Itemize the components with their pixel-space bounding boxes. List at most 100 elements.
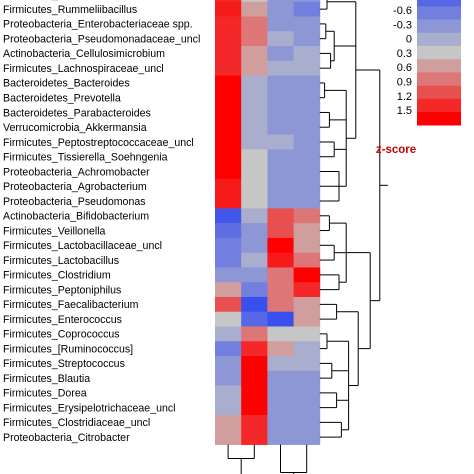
heatmap-cell xyxy=(215,237,242,254)
heatmap-cell xyxy=(241,193,268,209)
heatmap-cell xyxy=(215,429,242,445)
heatmap-cell xyxy=(241,119,268,135)
row-label: Firmicutes_Lachnospiraceae_uncl xyxy=(3,63,164,75)
heatmap-cells xyxy=(215,0,321,445)
heatmap-cell xyxy=(215,326,242,342)
row-label: Firmicutes_Clostridium xyxy=(3,270,111,282)
heatmap-cell xyxy=(267,267,294,283)
row-label: Firmicutes_Lactobacillaceae_uncl xyxy=(3,240,162,252)
heatmap-cell xyxy=(293,415,321,431)
legend-swatch xyxy=(417,46,461,60)
heatmap-cell xyxy=(241,296,268,313)
heatmap-cell xyxy=(241,31,268,47)
heatmap-cell xyxy=(267,178,294,195)
heatmap-cell xyxy=(241,370,268,386)
row-label: Firmicutes_Enterococcus xyxy=(3,314,122,326)
heatmap-cell xyxy=(215,341,242,357)
heatmap-cell xyxy=(293,164,321,180)
heatmap-cell xyxy=(267,385,294,401)
heatmap-cell xyxy=(293,0,321,3)
heatmap-cell xyxy=(267,119,294,135)
heatmap-cell xyxy=(241,164,268,180)
heatmap-cell xyxy=(241,385,268,401)
heatmap-cell xyxy=(215,164,242,180)
heatmap-cell xyxy=(241,16,268,32)
row-label: Bacteroidetes_Bacteroides xyxy=(3,78,130,90)
heatmap-cell xyxy=(215,385,242,401)
heatmap-cell xyxy=(293,134,321,150)
heatmap-cell xyxy=(241,356,268,372)
heatmap-cell xyxy=(267,341,294,357)
row-label: Firmicutes_Ruminiclostridium xyxy=(3,0,142,1)
heatmap-cell xyxy=(267,0,294,3)
heatmap-cell xyxy=(293,149,321,165)
heatmap-cell xyxy=(215,415,242,431)
heatmap-cell xyxy=(267,164,294,180)
legend-swatch xyxy=(417,32,461,47)
heatmap-cell xyxy=(241,178,268,195)
heatmap-cell xyxy=(241,223,268,239)
heatmap-cell xyxy=(267,252,294,268)
heatmap-cell xyxy=(293,46,321,62)
heatmap-cell xyxy=(241,267,268,283)
row-label: Firmicutes_Clostridiaceae_uncl xyxy=(3,417,150,429)
legend-tick-label: 0.9 xyxy=(397,77,412,89)
legend-tick-label: 0.3 xyxy=(397,48,412,60)
row-label: Proteobacteria_Citrobacter xyxy=(3,432,130,444)
heatmap-cell xyxy=(267,16,294,32)
heatmap-cell xyxy=(293,370,321,386)
heatmap-cell xyxy=(293,267,321,283)
heatmap-cell xyxy=(293,326,321,342)
heatmap-cell xyxy=(267,400,294,416)
heatmap-cell xyxy=(293,252,321,268)
heatmap-cell xyxy=(215,208,242,224)
heatmap-cell xyxy=(293,1,321,17)
legend-swatch xyxy=(417,0,461,7)
row-label: Firmicutes_Dorea xyxy=(3,388,87,400)
heatmap-cell xyxy=(267,429,294,445)
row-label: Actinobacteria_Cellulosimicrobium xyxy=(3,48,165,60)
legend-swatch xyxy=(417,59,461,73)
legend-swatch xyxy=(417,85,461,100)
heatmap-cell xyxy=(241,149,268,165)
heatmap-cell xyxy=(241,311,268,327)
heatmap-cell xyxy=(241,60,268,76)
heatmap-cell xyxy=(267,415,294,431)
heatmap-cell xyxy=(267,75,294,91)
heatmap-cell xyxy=(215,31,242,47)
row-label: Firmicutes_Peptoniphilus xyxy=(3,284,121,296)
heatmap-cell xyxy=(215,16,242,32)
heatmap-cell xyxy=(267,90,294,106)
row-label: Bacteroidetes_Prevotella xyxy=(3,93,121,105)
heatmap-cell xyxy=(241,252,268,268)
heatmap-cell xyxy=(241,134,268,150)
heatmap-cell xyxy=(215,149,242,165)
heatmap-cell xyxy=(241,282,268,298)
legend-tick-label: 0.6 xyxy=(397,62,412,74)
row-label: Firmicutes_Streptococcus xyxy=(3,358,125,370)
heatmap-cell xyxy=(241,208,268,224)
legend: -0.6 -0.3 0 0.3 0.6 0.9 1.2 1.5 z-score xyxy=(376,0,461,156)
heatmap-cell xyxy=(267,31,294,47)
heatmap-cell xyxy=(267,282,294,298)
row-label: Firmicutes_[Ruminococcus] xyxy=(3,343,133,355)
row-label: Firmicutes_Erysipelotrichaceae_uncl xyxy=(3,402,176,414)
row-label: Proteobacteria_Pseudomonas xyxy=(3,196,146,208)
heatmap-cell xyxy=(241,90,268,106)
legend-tick-label: 1.2 xyxy=(397,91,412,103)
heatmap-cell xyxy=(267,60,294,76)
heatmap-cell xyxy=(267,193,294,209)
legend-swatches xyxy=(417,0,461,126)
row-label: Proteobacteria_Enterobacteriaceae spp. xyxy=(3,19,193,31)
heatmap-cell xyxy=(215,370,242,386)
heatmap-cell xyxy=(215,90,242,106)
heatmap-cell xyxy=(215,46,242,62)
heatmap-cell xyxy=(293,119,321,135)
row-label: Firmicutes_Coprococcus xyxy=(3,329,120,341)
heatmap-cell xyxy=(267,223,294,239)
heatmap-cell xyxy=(293,429,321,445)
legend-ticks: -0.6 -0.3 0 0.3 0.6 0.9 1.2 1.5 xyxy=(393,5,412,117)
heatmap-cell xyxy=(215,296,242,313)
heatmap-cell xyxy=(241,105,268,121)
heatmap-cell xyxy=(215,134,242,150)
